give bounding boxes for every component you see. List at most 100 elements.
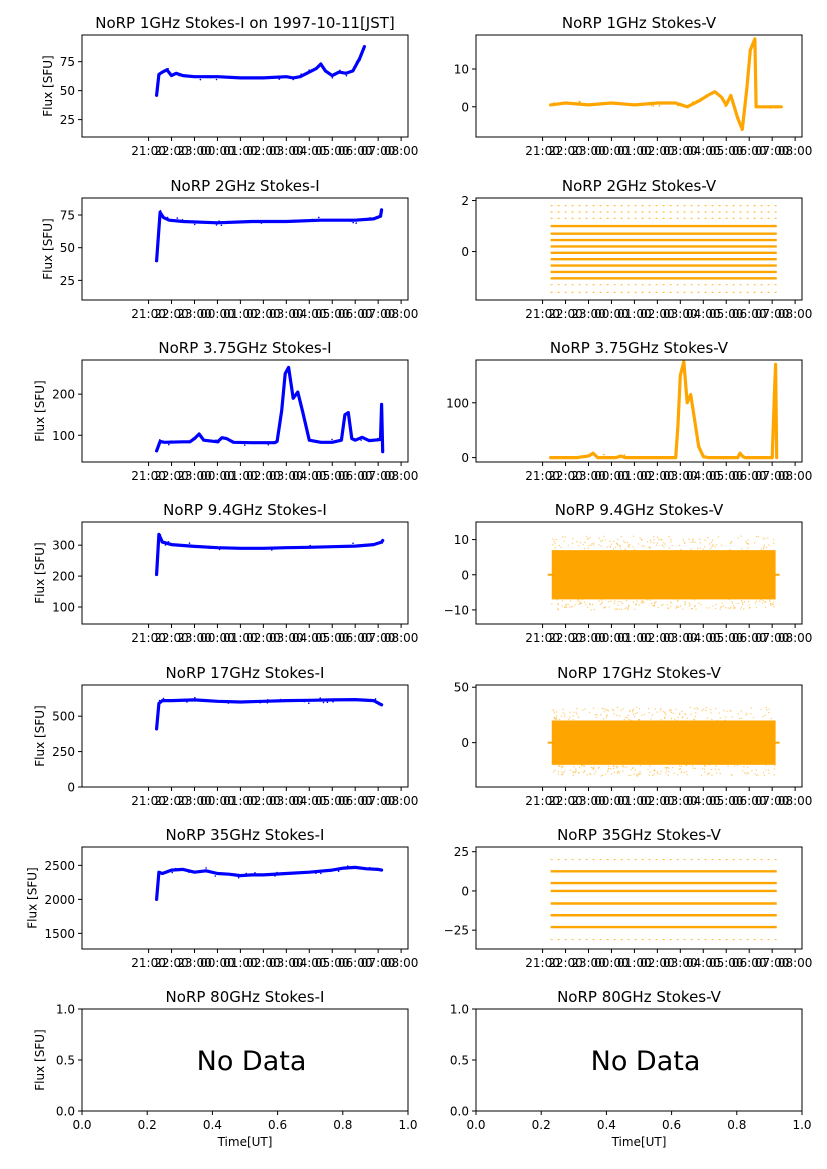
data-point <box>683 541 685 543</box>
x-tick-label: 03:00 <box>663 956 698 970</box>
data-point <box>555 715 558 717</box>
data-point <box>568 718 570 720</box>
data-line <box>155 208 384 263</box>
data-point <box>577 600 579 602</box>
data-point <box>689 603 691 606</box>
x-tick-label: 04:00 <box>292 794 327 808</box>
x-tick-label: 01:00 <box>223 307 258 321</box>
data-point <box>626 541 629 544</box>
series-i2-0 <box>155 208 384 263</box>
data-point <box>254 872 256 874</box>
data-point <box>607 601 610 603</box>
data-point <box>616 608 618 610</box>
data-point <box>649 771 651 773</box>
data-point <box>586 774 589 776</box>
data-point <box>688 538 690 540</box>
x-tick-label: 23:00 <box>177 307 212 321</box>
data-point <box>689 706 691 709</box>
data-point <box>670 602 672 604</box>
data-point <box>716 719 719 722</box>
x-tick-label: 04:00 <box>292 469 327 483</box>
data-point <box>376 542 378 544</box>
x-tick-label: 00:00 <box>594 469 629 483</box>
data-point <box>665 767 668 769</box>
data-point <box>694 707 696 710</box>
data-point <box>656 773 659 775</box>
x-axis-label: Time[UT] <box>611 1135 667 1149</box>
data-point <box>610 773 612 775</box>
data-point <box>613 713 615 715</box>
data-point <box>556 718 558 721</box>
data-point <box>601 602 603 605</box>
subplot-v4: 21:0022:0023:0000:0001:0002:0003:0004:00… <box>444 501 813 645</box>
data-point <box>748 600 750 603</box>
x-tick-label: 22:00 <box>548 307 583 321</box>
data-point <box>176 217 179 219</box>
data-point <box>740 608 742 610</box>
x-tick-label: 21:00 <box>131 144 166 158</box>
subplot-title: NoRP 17GHz Stokes-I <box>166 664 325 682</box>
data-point <box>746 456 749 459</box>
data-point <box>319 697 322 699</box>
subplot-v3: 21:0022:0023:0000:0001:0002:0003:0004:00… <box>446 339 812 483</box>
data-point <box>662 710 664 713</box>
data-point <box>592 544 595 546</box>
data-point <box>278 78 281 80</box>
x-tick-label: 08:00 <box>778 469 813 483</box>
data-point <box>755 769 757 771</box>
data-point <box>660 718 662 721</box>
data-point <box>623 719 625 721</box>
subplot-title: NoRP 3.75GHz Stokes-I <box>158 339 331 357</box>
data-line <box>155 865 384 902</box>
x-tick-label: 06:00 <box>338 307 373 321</box>
data-point <box>770 717 772 720</box>
data-point <box>280 411 283 414</box>
data-point <box>361 867 363 869</box>
subplot-i4: 21:0022:0023:0000:0001:0002:0003:0004:00… <box>33 501 418 645</box>
x-tick-label: 23:00 <box>571 469 606 483</box>
data-point <box>638 604 640 606</box>
series-i3-0 <box>155 365 385 454</box>
data-point <box>622 708 624 710</box>
data-point <box>641 602 643 604</box>
axes-frame <box>81 521 409 625</box>
data-point <box>634 549 636 551</box>
data-point <box>569 716 571 718</box>
data-point <box>731 716 734 718</box>
data-point <box>557 771 560 773</box>
data-point <box>690 548 692 551</box>
x-tick-label: 05:00 <box>315 794 350 808</box>
x-tick-label: 04:00 <box>292 631 327 645</box>
data-point <box>209 76 212 79</box>
data-point <box>740 710 742 712</box>
axes-frame <box>475 197 803 301</box>
data-point <box>558 765 561 767</box>
data-point <box>583 765 585 768</box>
data-point <box>662 603 664 606</box>
data-point <box>612 709 615 712</box>
data-point <box>681 771 683 773</box>
data-point <box>552 102 555 104</box>
data-point <box>593 773 595 775</box>
data-point <box>600 775 602 777</box>
data-point <box>237 874 240 876</box>
data-point <box>585 535 588 537</box>
data-point <box>733 765 736 767</box>
data-point <box>703 764 706 767</box>
data-point <box>613 771 616 773</box>
data-point <box>636 712 638 714</box>
data-point <box>686 717 688 720</box>
data-point <box>720 606 722 609</box>
data-point <box>300 73 302 75</box>
plot-area <box>547 535 780 611</box>
x-tick-label: 05:00 <box>709 631 744 645</box>
data-point <box>159 442 162 444</box>
data-point <box>699 547 701 549</box>
data-point <box>694 767 697 770</box>
data-point <box>583 548 586 550</box>
data-point <box>772 542 775 544</box>
data-point <box>274 440 277 443</box>
data-point <box>605 773 607 776</box>
subplot-i5: 21:0022:0023:0000:0001:0002:0003:0004:00… <box>33 664 418 808</box>
data-point <box>732 604 735 607</box>
